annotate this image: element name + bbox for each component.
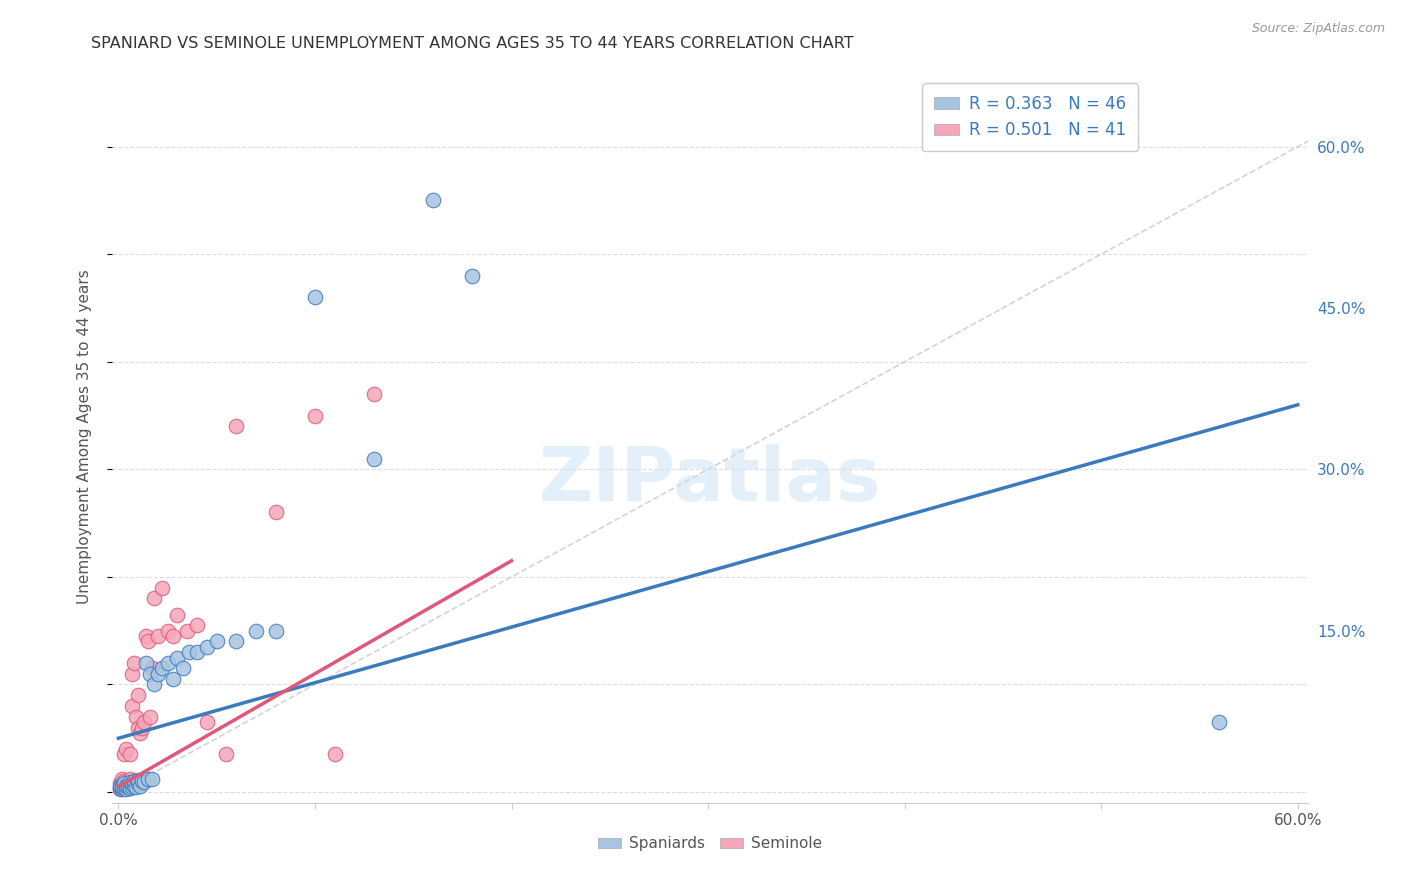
Point xyxy=(122,656,145,670)
Text: SPANIARD VS SEMINOLE UNEMPLOYMENT AMONG AGES 35 TO 44 YEARS CORRELATION CHART: SPANIARD VS SEMINOLE UNEMPLOYMENT AMONG … xyxy=(91,36,853,51)
Y-axis label: Unemployment Among Ages 35 to 44 years: Unemployment Among Ages 35 to 44 years xyxy=(77,269,91,605)
Point xyxy=(110,779,132,793)
Point xyxy=(1208,715,1230,730)
Point xyxy=(195,715,218,730)
Point xyxy=(111,781,134,796)
Point xyxy=(142,591,165,606)
Point xyxy=(162,629,184,643)
Point xyxy=(110,781,132,796)
Point xyxy=(142,677,165,691)
Point xyxy=(363,387,385,401)
Point xyxy=(156,624,179,638)
Point xyxy=(141,661,163,675)
Point xyxy=(136,634,159,648)
Point xyxy=(127,776,149,790)
Point xyxy=(135,656,157,670)
Point xyxy=(146,666,169,681)
Text: Source: ZipAtlas.com: Source: ZipAtlas.com xyxy=(1251,22,1385,36)
Point xyxy=(156,656,179,670)
Point xyxy=(111,780,134,794)
Point xyxy=(112,747,135,762)
Point xyxy=(215,747,238,762)
Point xyxy=(186,645,208,659)
Point xyxy=(110,780,132,795)
Point xyxy=(225,419,247,434)
Point xyxy=(141,772,163,786)
Point xyxy=(120,775,142,789)
Legend: Spaniards, Seminole: Spaniards, Seminole xyxy=(592,830,828,857)
Point xyxy=(117,780,139,794)
Point xyxy=(125,710,148,724)
Point xyxy=(127,721,149,735)
Point xyxy=(150,581,173,595)
Point xyxy=(186,618,208,632)
Point xyxy=(121,666,143,681)
Point xyxy=(125,780,148,794)
Point xyxy=(115,778,138,792)
Point xyxy=(264,505,287,519)
Point xyxy=(139,710,162,724)
Point xyxy=(136,772,159,786)
Point xyxy=(112,780,135,795)
Point xyxy=(176,624,198,638)
Point xyxy=(131,774,153,789)
Point xyxy=(166,607,188,622)
Point xyxy=(304,290,326,304)
Point xyxy=(121,698,143,713)
Point xyxy=(115,779,138,793)
Point xyxy=(162,672,184,686)
Point xyxy=(111,778,134,792)
Point xyxy=(112,774,135,789)
Point xyxy=(225,634,247,648)
Point xyxy=(304,409,326,423)
Point xyxy=(120,772,142,786)
Point xyxy=(166,650,188,665)
Point xyxy=(245,624,267,638)
Point xyxy=(195,640,218,654)
Point xyxy=(129,726,152,740)
Point xyxy=(120,747,142,762)
Point xyxy=(122,779,145,793)
Point xyxy=(461,268,484,283)
Point xyxy=(121,776,143,790)
Point xyxy=(115,781,138,796)
Point xyxy=(112,779,135,793)
Point xyxy=(129,779,152,793)
Point xyxy=(422,194,444,208)
Point xyxy=(363,451,385,466)
Point xyxy=(115,742,138,756)
Point xyxy=(122,774,145,789)
Point xyxy=(117,778,139,792)
Point xyxy=(127,688,149,702)
Point xyxy=(120,780,142,795)
Point xyxy=(323,747,346,762)
Point xyxy=(179,645,201,659)
Point xyxy=(135,629,157,643)
Point xyxy=(121,780,143,794)
Point xyxy=(172,661,194,675)
Point xyxy=(139,666,162,681)
Point xyxy=(112,776,135,790)
Text: ZIPatlas: ZIPatlas xyxy=(538,444,882,517)
Point xyxy=(131,721,153,735)
Point xyxy=(132,715,155,730)
Point xyxy=(132,775,155,789)
Point xyxy=(110,776,132,790)
Point xyxy=(127,773,149,788)
Point xyxy=(117,780,139,794)
Point xyxy=(117,776,139,790)
Point xyxy=(264,624,287,638)
Point xyxy=(146,629,169,643)
Point xyxy=(111,780,134,794)
Point xyxy=(150,661,173,675)
Point xyxy=(205,634,228,648)
Point xyxy=(111,772,134,786)
